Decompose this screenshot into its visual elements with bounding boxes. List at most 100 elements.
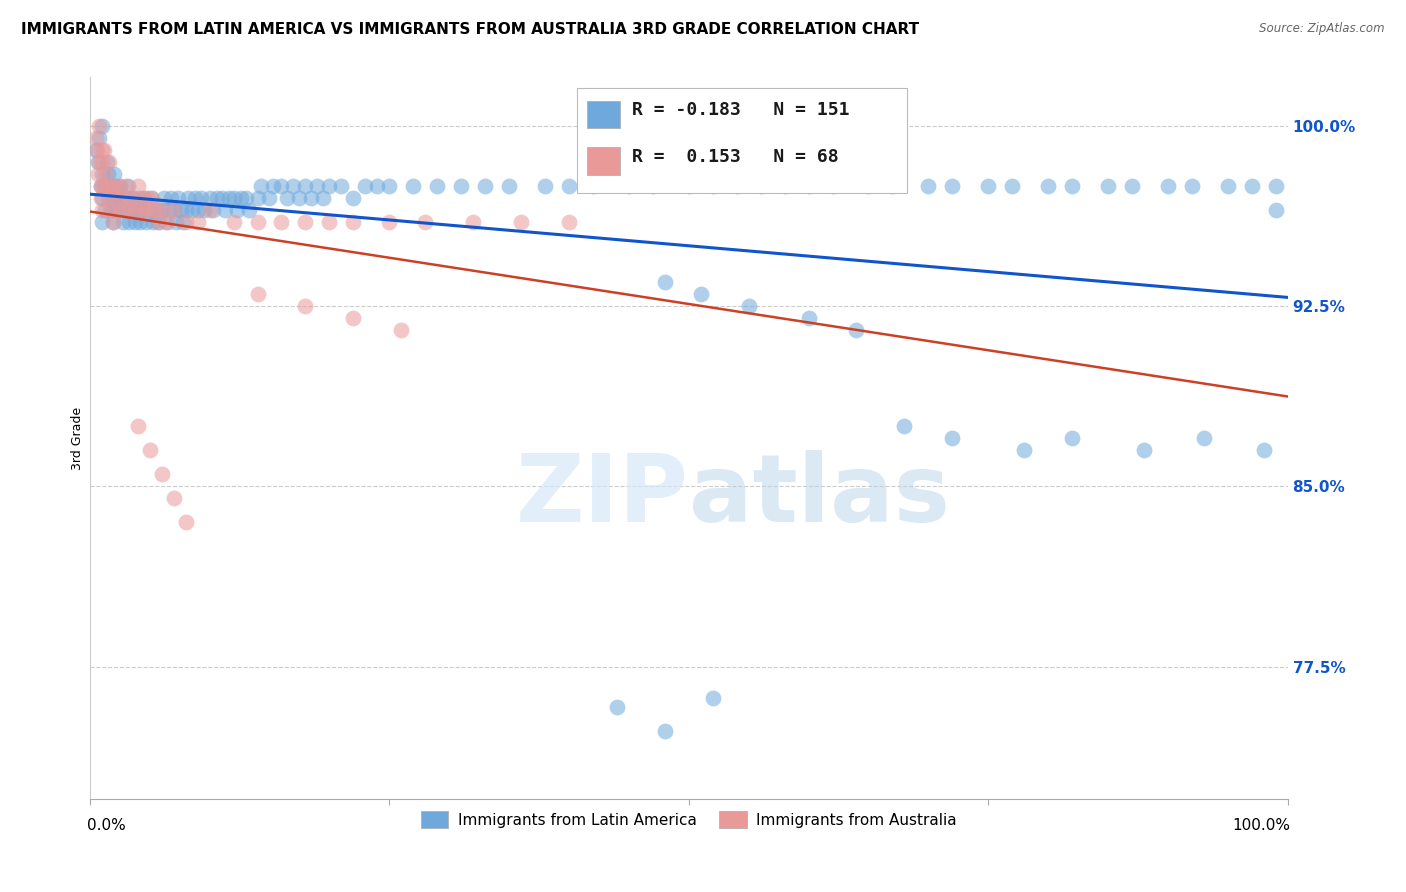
Point (845, 323, 868, 337)
Point (737, 299, 759, 313)
Text: Source: ZipAtlas.com: Source: ZipAtlas.com (1260, 22, 1385, 36)
Point (132, 191, 155, 205)
Point (180, 202, 202, 217)
Point (112, 202, 135, 217)
Point (97, 191, 120, 205)
Point (117, 202, 139, 217)
Point (294, 299, 316, 313)
Point (378, 215, 401, 229)
Point (725, 178, 748, 193)
Point (93, 178, 115, 193)
Point (97, 167, 120, 181)
Text: atlas: atlas (689, 450, 950, 541)
Point (299, 191, 322, 205)
Point (174, 202, 197, 217)
Point (155, 215, 177, 229)
Point (163, 202, 186, 217)
Point (426, 178, 449, 193)
Point (121, 202, 143, 217)
Point (1181, 178, 1204, 193)
Point (654, 275, 676, 289)
Point (235, 191, 257, 205)
Point (858, 178, 880, 193)
Point (498, 178, 520, 193)
Point (190, 191, 212, 205)
Point (110, 202, 132, 217)
Point (187, 215, 209, 229)
Point (105, 191, 128, 205)
Point (131, 202, 153, 217)
Point (141, 191, 163, 205)
Point (90, 191, 112, 205)
Point (797, 178, 820, 193)
Point (1036, 178, 1059, 193)
Point (170, 202, 193, 217)
Point (307, 178, 329, 193)
Point (270, 178, 292, 193)
Point (127, 202, 149, 217)
Point (534, 178, 557, 193)
Point (145, 202, 167, 217)
Point (1157, 178, 1180, 193)
Point (93, 143, 115, 157)
Point (118, 191, 141, 205)
Point (917, 178, 939, 193)
Point (893, 419, 915, 434)
Point (198, 191, 221, 205)
Point (165, 215, 187, 229)
Point (1216, 178, 1239, 193)
Point (121, 191, 143, 205)
Point (246, 286, 269, 301)
Point (114, 178, 136, 193)
Point (354, 178, 377, 193)
Point (797, 310, 820, 325)
Text: IMMIGRANTS FROM LATIN AMERICA VS IMMIGRANTS FROM AUSTRALIA 3RD GRADE CORRELATION: IMMIGRANTS FROM LATIN AMERICA VS IMMIGRA… (21, 22, 920, 37)
Point (1012, 443, 1035, 458)
Point (294, 178, 316, 193)
Point (702, 178, 724, 193)
Point (150, 202, 173, 217)
Point (90, 191, 112, 205)
Point (389, 323, 412, 337)
Point (246, 215, 269, 229)
Point (157, 202, 180, 217)
Point (90, 154, 112, 169)
Point (96, 154, 118, 169)
Point (174, 516, 197, 530)
Point (617, 178, 640, 193)
Point (211, 191, 233, 205)
Point (283, 178, 305, 193)
Point (163, 202, 186, 217)
Point (198, 202, 221, 217)
Point (641, 178, 664, 193)
Point (100, 178, 122, 193)
Point (654, 724, 676, 739)
Point (108, 178, 131, 193)
Point (218, 191, 240, 205)
Point (153, 191, 176, 205)
Point (167, 191, 190, 205)
Point (226, 202, 249, 217)
Point (150, 467, 173, 482)
Point (104, 178, 127, 193)
Point (450, 178, 472, 193)
Point (114, 191, 136, 205)
Point (413, 215, 436, 229)
Point (90, 119, 112, 133)
Point (87, 167, 110, 181)
Point (1264, 178, 1286, 193)
Point (90, 143, 112, 157)
Point (1133, 443, 1156, 458)
Point (1062, 431, 1084, 445)
Point (773, 178, 796, 193)
Point (1121, 178, 1143, 193)
Point (105, 202, 128, 217)
Point (342, 215, 364, 229)
Point (463, 215, 485, 229)
Point (90, 178, 112, 193)
Text: 0.0%: 0.0% (87, 818, 127, 833)
Point (156, 215, 179, 229)
Point (270, 215, 292, 229)
Point (90, 178, 112, 193)
Text: R = -0.183   N = 151: R = -0.183 N = 151 (633, 101, 851, 119)
